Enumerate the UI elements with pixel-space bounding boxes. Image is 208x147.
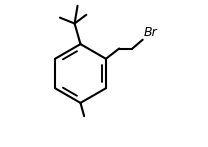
Text: Br: Br	[144, 26, 157, 39]
